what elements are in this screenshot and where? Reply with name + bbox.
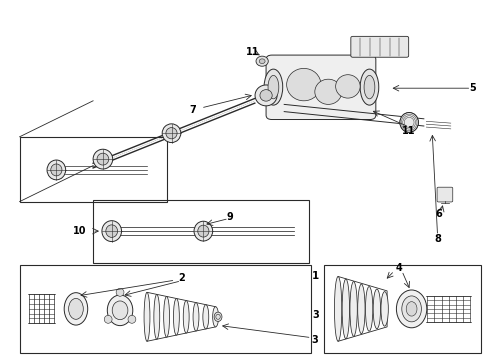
Ellipse shape: [255, 85, 277, 106]
Text: 3: 3: [312, 310, 319, 320]
Ellipse shape: [194, 221, 213, 241]
Ellipse shape: [256, 56, 269, 66]
Ellipse shape: [396, 290, 427, 328]
Ellipse shape: [164, 296, 170, 337]
Ellipse shape: [336, 75, 360, 98]
FancyBboxPatch shape: [437, 187, 453, 202]
Ellipse shape: [104, 315, 112, 323]
Ellipse shape: [93, 149, 113, 169]
Ellipse shape: [51, 164, 62, 176]
Ellipse shape: [162, 124, 181, 143]
Ellipse shape: [69, 298, 83, 319]
Ellipse shape: [381, 292, 388, 326]
Text: 11: 11: [246, 47, 260, 57]
Text: 7: 7: [189, 105, 196, 115]
Bar: [93, 200, 309, 263]
FancyBboxPatch shape: [266, 55, 376, 120]
Ellipse shape: [97, 153, 109, 165]
Bar: [324, 265, 481, 353]
Ellipse shape: [166, 127, 177, 139]
Ellipse shape: [203, 305, 209, 329]
Ellipse shape: [144, 292, 150, 341]
Ellipse shape: [173, 298, 179, 335]
Ellipse shape: [373, 289, 381, 329]
Ellipse shape: [47, 160, 66, 180]
Ellipse shape: [264, 69, 283, 105]
Text: 3: 3: [312, 335, 318, 345]
Ellipse shape: [400, 112, 418, 132]
Text: 1: 1: [312, 271, 318, 282]
Ellipse shape: [214, 312, 222, 321]
Text: 11: 11: [402, 126, 416, 136]
Ellipse shape: [213, 307, 219, 327]
Ellipse shape: [116, 288, 124, 296]
Ellipse shape: [358, 284, 365, 334]
Ellipse shape: [350, 282, 357, 336]
Ellipse shape: [364, 76, 375, 99]
Ellipse shape: [128, 315, 136, 323]
Ellipse shape: [315, 79, 342, 104]
Ellipse shape: [183, 301, 189, 333]
Ellipse shape: [268, 76, 279, 99]
Ellipse shape: [366, 287, 373, 331]
Ellipse shape: [193, 303, 199, 331]
Text: 4: 4: [396, 263, 403, 273]
Ellipse shape: [406, 302, 417, 316]
Ellipse shape: [198, 225, 209, 237]
Ellipse shape: [260, 90, 272, 101]
Ellipse shape: [259, 59, 265, 63]
Ellipse shape: [154, 294, 160, 339]
Ellipse shape: [112, 301, 128, 320]
Text: 9: 9: [227, 212, 234, 222]
Ellipse shape: [102, 221, 122, 242]
Text: 8: 8: [434, 234, 441, 244]
Ellipse shape: [64, 293, 88, 325]
Text: 2: 2: [178, 273, 185, 283]
Ellipse shape: [107, 295, 133, 325]
Ellipse shape: [342, 279, 349, 339]
Ellipse shape: [287, 68, 321, 101]
Text: 6: 6: [435, 209, 442, 219]
Bar: [20, 137, 167, 202]
Ellipse shape: [360, 69, 379, 105]
FancyBboxPatch shape: [351, 36, 409, 57]
Ellipse shape: [402, 296, 421, 322]
Ellipse shape: [106, 225, 118, 237]
Text: 5: 5: [469, 83, 476, 93]
Text: 10: 10: [73, 226, 86, 236]
Ellipse shape: [334, 276, 342, 341]
Bar: [20, 265, 311, 353]
